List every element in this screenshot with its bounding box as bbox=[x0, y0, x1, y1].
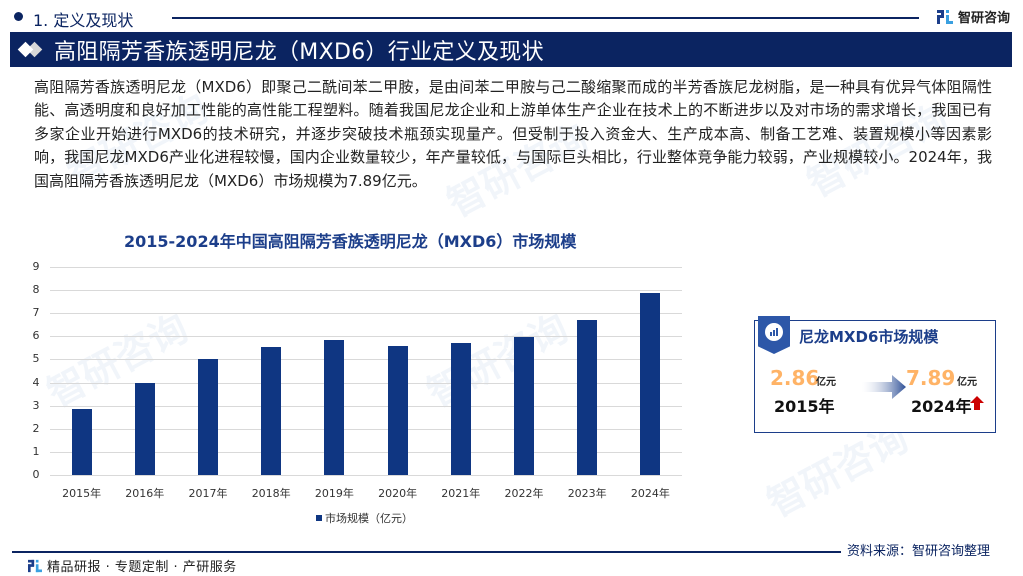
bar-2018年 bbox=[261, 347, 282, 475]
summary-card: 尼龙MXD6市场规模 bbox=[754, 316, 996, 433]
bar-2017年 bbox=[198, 359, 218, 475]
y-tick-label: 2 bbox=[32, 421, 40, 435]
bar-2016年 bbox=[134, 383, 155, 475]
y-tick-label: 7 bbox=[32, 306, 40, 320]
end-value: 7.89 bbox=[906, 366, 956, 390]
gridline bbox=[50, 451, 682, 453]
y-tick-label: 5 bbox=[32, 352, 40, 366]
bar-2022年 bbox=[514, 337, 534, 475]
x-tick-label: 2017年 bbox=[188, 487, 228, 500]
bar-2023年 bbox=[577, 320, 598, 475]
x-tick-label: 2016年 bbox=[125, 487, 165, 500]
section-header: 1. 定义及现状 智研咨询 bbox=[0, 4, 1023, 30]
y-tick-label: 4 bbox=[32, 375, 40, 389]
bar-2021年 bbox=[450, 343, 471, 475]
gridline bbox=[50, 359, 682, 361]
gridline bbox=[50, 267, 682, 268]
zhiyan-logo-icon bbox=[937, 9, 953, 24]
page-title: 高阻隔芳香族透明尼龙（MXD6）行业定义及现状 bbox=[54, 39, 544, 65]
x-tick-label: 2022年 bbox=[504, 487, 544, 500]
bar-2015年 bbox=[71, 408, 92, 475]
bullet-dot-icon bbox=[14, 12, 23, 21]
x-tick-label: 2018年 bbox=[251, 487, 291, 500]
section-title: 1. 定义及现状 bbox=[33, 11, 134, 30]
y-tick-label: 3 bbox=[32, 398, 40, 412]
zhiyan-logo-icon bbox=[28, 559, 42, 572]
double-diamond-icon bbox=[17, 40, 48, 60]
x-tick-label: 2021年 bbox=[441, 487, 481, 500]
section-divider bbox=[172, 17, 919, 19]
x-tick-label: 2023年 bbox=[567, 487, 607, 500]
right-arrow-icon bbox=[862, 375, 906, 399]
footer-tagline-text: 精品研报 · 专题定制 · 产研服务 bbox=[47, 560, 237, 575]
y-tick-label: 8 bbox=[32, 283, 40, 297]
start-year: 2015年 bbox=[774, 397, 835, 416]
gridline bbox=[50, 475, 682, 476]
end-unit: 亿元 bbox=[957, 377, 977, 388]
x-tick-label: 2024年 bbox=[630, 487, 670, 500]
legend-label: 市场规模（亿元） bbox=[325, 512, 413, 525]
y-tick-label: 0 bbox=[32, 468, 40, 481]
end-year: 2024年 bbox=[911, 397, 972, 416]
page-title-bar: 高阻隔芳香族透明尼龙（MXD6）行业定义及现状 bbox=[10, 32, 1012, 67]
chart-legend: 市场规模（亿元） bbox=[316, 510, 413, 526]
x-tick-label: 2015年 bbox=[62, 487, 102, 500]
start-unit: 亿元 bbox=[816, 377, 836, 388]
up-arrow-icon bbox=[970, 396, 984, 410]
bar-2019年 bbox=[324, 340, 345, 475]
chart-circle-icon bbox=[758, 316, 790, 354]
footer-tagline: 精品研报 · 专题定制 · 产研服务 bbox=[28, 556, 237, 575]
start-value: 2.86 bbox=[770, 366, 820, 390]
brand: 智研咨询 bbox=[937, 7, 1010, 26]
brand-name: 智研咨询 bbox=[958, 11, 1011, 26]
y-tick-label: 1 bbox=[32, 444, 40, 458]
gridline bbox=[50, 428, 682, 430]
x-tick-label: 2019年 bbox=[314, 487, 354, 500]
definition-paragraph: 高阻隔芳香族透明尼龙（MXD6）即聚己二酰间苯二甲胺，是由间苯二甲胺与己二酸缩聚… bbox=[34, 78, 992, 190]
gridline bbox=[50, 313, 682, 315]
gridline bbox=[50, 382, 682, 384]
y-tick-label: 9 bbox=[32, 260, 40, 273]
gridline bbox=[50, 336, 682, 338]
gridline bbox=[50, 290, 682, 292]
y-tick-label: 6 bbox=[32, 329, 40, 343]
footer-divider bbox=[12, 551, 841, 553]
chart-title: 2015-2024年中国高阻隔芳香族透明尼龙（MXD6）市场规模 bbox=[124, 232, 577, 251]
gridline bbox=[50, 405, 682, 407]
bar-2020年 bbox=[387, 346, 408, 475]
bar-chart-plot bbox=[50, 267, 682, 476]
legend-swatch-icon bbox=[316, 515, 322, 521]
x-tick-label: 2020年 bbox=[378, 487, 418, 500]
card-title: 尼龙MXD6市场规模 bbox=[799, 328, 939, 346]
data-source: 资料来源：智研咨询整理 bbox=[847, 544, 991, 559]
bar-2024年 bbox=[640, 292, 661, 475]
